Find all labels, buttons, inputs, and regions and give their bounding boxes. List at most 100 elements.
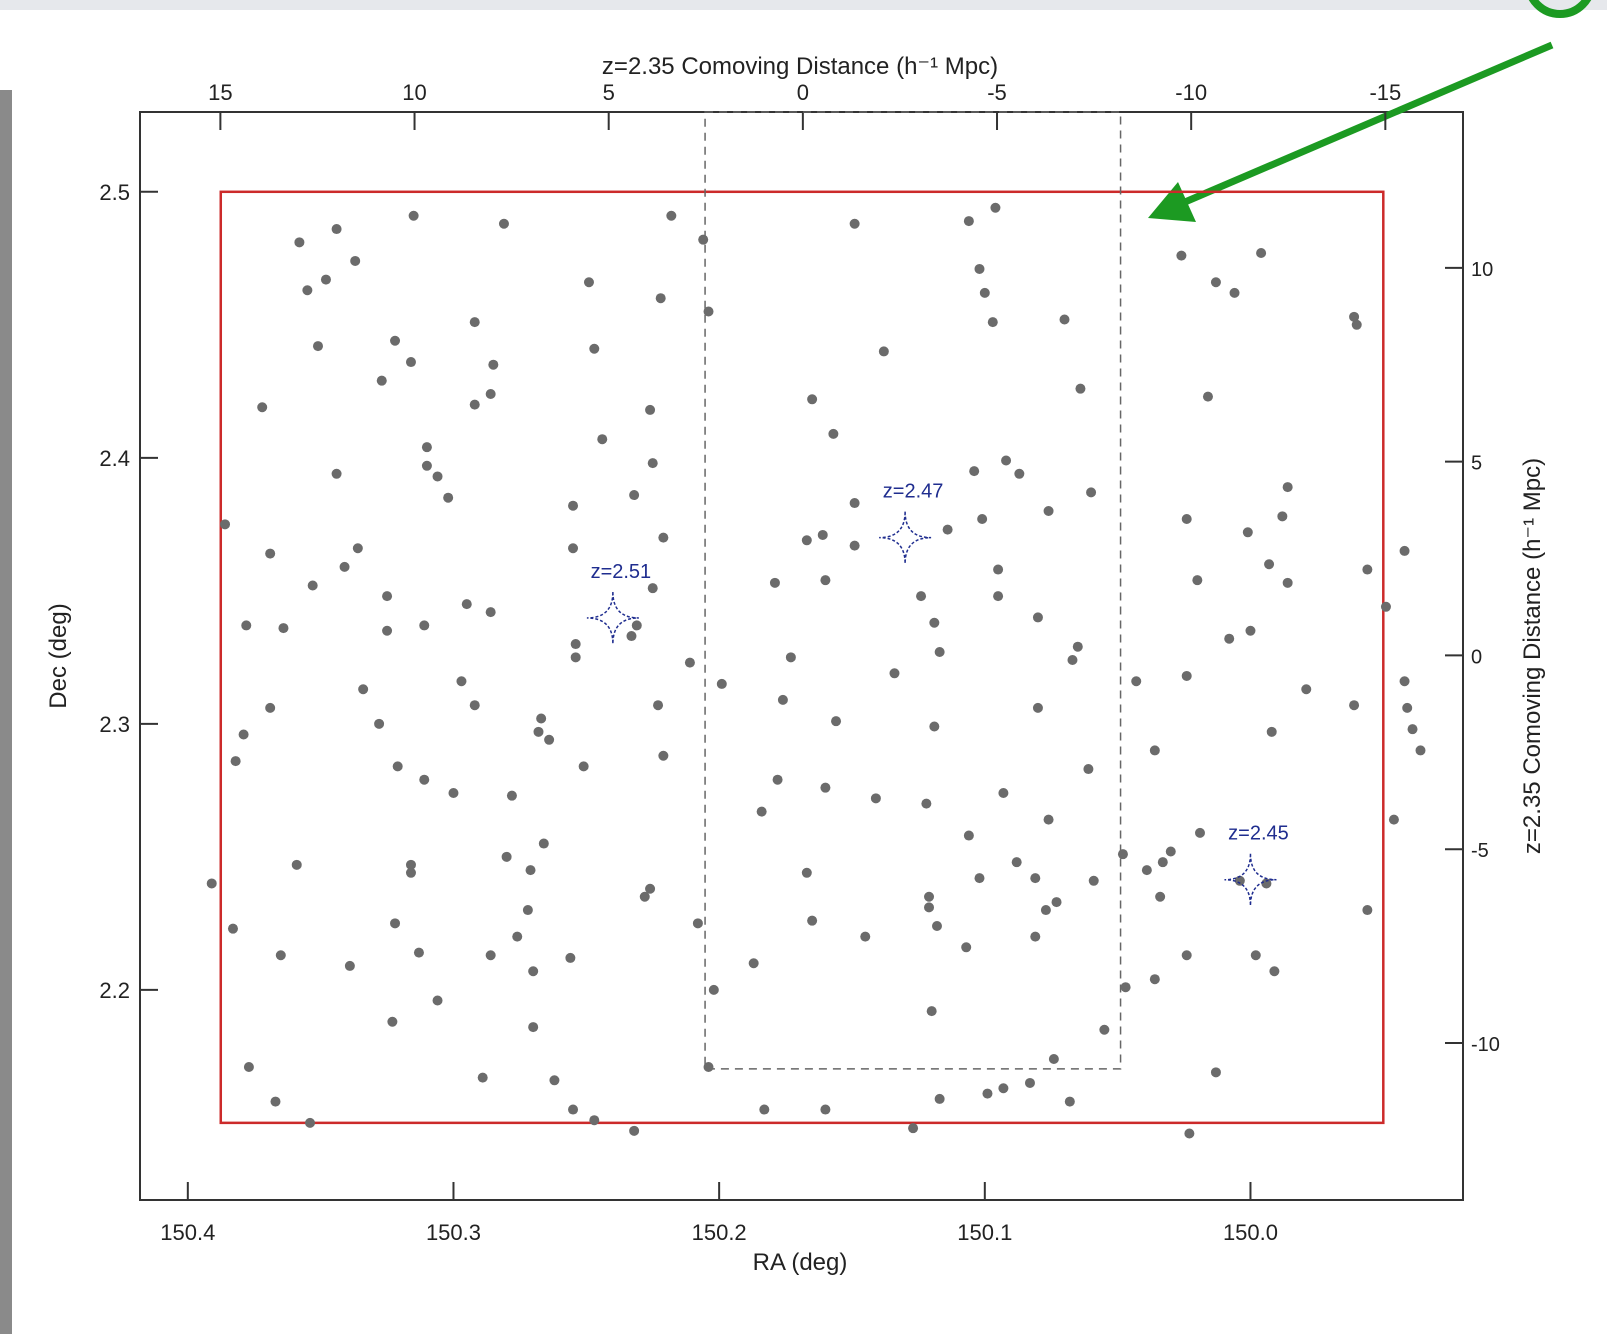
point bbox=[1166, 847, 1176, 857]
point bbox=[964, 831, 974, 841]
x2-tick-label: 15 bbox=[208, 80, 232, 105]
point bbox=[382, 591, 392, 601]
point bbox=[433, 995, 443, 1005]
point bbox=[1060, 314, 1070, 324]
star-marker bbox=[879, 512, 931, 564]
point bbox=[377, 376, 387, 386]
y2-tick-label: 5 bbox=[1471, 453, 1482, 475]
point bbox=[433, 471, 443, 481]
point bbox=[1041, 905, 1051, 915]
point bbox=[231, 756, 241, 766]
point bbox=[993, 565, 1003, 575]
point bbox=[998, 1083, 1008, 1093]
point bbox=[648, 458, 658, 468]
point bbox=[539, 839, 549, 849]
point bbox=[239, 729, 249, 739]
point bbox=[656, 293, 666, 303]
point bbox=[1264, 559, 1274, 569]
point bbox=[321, 275, 331, 285]
point bbox=[717, 679, 727, 689]
point bbox=[658, 533, 668, 543]
background-edge bbox=[0, 90, 12, 1334]
point bbox=[929, 618, 939, 628]
point bbox=[313, 341, 323, 351]
point bbox=[512, 932, 522, 942]
point bbox=[749, 958, 759, 968]
point bbox=[270, 1097, 280, 1107]
point bbox=[932, 921, 942, 931]
point bbox=[220, 519, 230, 529]
point bbox=[1044, 815, 1054, 825]
point bbox=[528, 966, 538, 976]
point bbox=[929, 721, 939, 731]
x-tick-label: 150.3 bbox=[426, 1220, 481, 1245]
point bbox=[961, 942, 971, 952]
point bbox=[802, 535, 812, 545]
y-tick-label: 2.2 bbox=[99, 978, 130, 1003]
point bbox=[1182, 514, 1192, 524]
x2-tick-label: 0 bbox=[797, 80, 809, 105]
point bbox=[879, 346, 889, 356]
point bbox=[597, 434, 607, 444]
point bbox=[990, 203, 1000, 213]
point bbox=[1251, 950, 1261, 960]
point bbox=[241, 620, 251, 630]
point bbox=[1014, 469, 1024, 479]
point bbox=[998, 788, 1008, 798]
point bbox=[1030, 932, 1040, 942]
point bbox=[1182, 950, 1192, 960]
point bbox=[1158, 857, 1168, 867]
point bbox=[276, 950, 286, 960]
y2-tick-label: -5 bbox=[1471, 840, 1489, 862]
point bbox=[308, 581, 318, 591]
star-label: z=2.51 bbox=[591, 561, 652, 583]
point bbox=[448, 788, 458, 798]
point bbox=[969, 466, 979, 476]
point bbox=[486, 607, 496, 617]
point bbox=[820, 1105, 830, 1115]
point bbox=[350, 256, 360, 266]
point bbox=[1352, 320, 1362, 330]
point bbox=[770, 578, 780, 588]
point bbox=[1245, 626, 1255, 636]
y2-tick-label: 0 bbox=[1471, 646, 1482, 668]
point bbox=[584, 277, 594, 287]
point bbox=[568, 543, 578, 553]
point bbox=[305, 1118, 315, 1128]
point bbox=[1400, 676, 1410, 686]
point bbox=[820, 575, 830, 585]
point bbox=[1230, 288, 1240, 298]
x-tick-label: 150.2 bbox=[692, 1220, 747, 1245]
point bbox=[626, 631, 636, 641]
point bbox=[1083, 764, 1093, 774]
y-axis-label: Dec (deg) bbox=[45, 603, 72, 708]
point bbox=[974, 264, 984, 274]
point bbox=[889, 668, 899, 678]
point bbox=[1203, 392, 1213, 402]
x2-tick-label: -15 bbox=[1369, 80, 1401, 105]
point bbox=[828, 429, 838, 439]
point bbox=[536, 714, 546, 724]
point bbox=[850, 541, 860, 551]
point bbox=[831, 716, 841, 726]
point bbox=[406, 868, 416, 878]
point bbox=[977, 514, 987, 524]
point bbox=[571, 652, 581, 662]
point bbox=[1075, 384, 1085, 394]
point bbox=[478, 1073, 488, 1083]
point bbox=[332, 469, 342, 479]
point bbox=[1044, 506, 1054, 516]
point bbox=[390, 336, 400, 346]
point bbox=[629, 1126, 639, 1136]
point bbox=[1150, 745, 1160, 755]
x-tick-label: 150.4 bbox=[160, 1220, 215, 1245]
point bbox=[935, 647, 945, 657]
point bbox=[773, 775, 783, 785]
x-tick-label: 150.1 bbox=[957, 1220, 1012, 1245]
point bbox=[807, 916, 817, 926]
point bbox=[419, 620, 429, 630]
point bbox=[332, 224, 342, 234]
point bbox=[1224, 634, 1234, 644]
point bbox=[645, 405, 655, 415]
point bbox=[549, 1075, 559, 1085]
